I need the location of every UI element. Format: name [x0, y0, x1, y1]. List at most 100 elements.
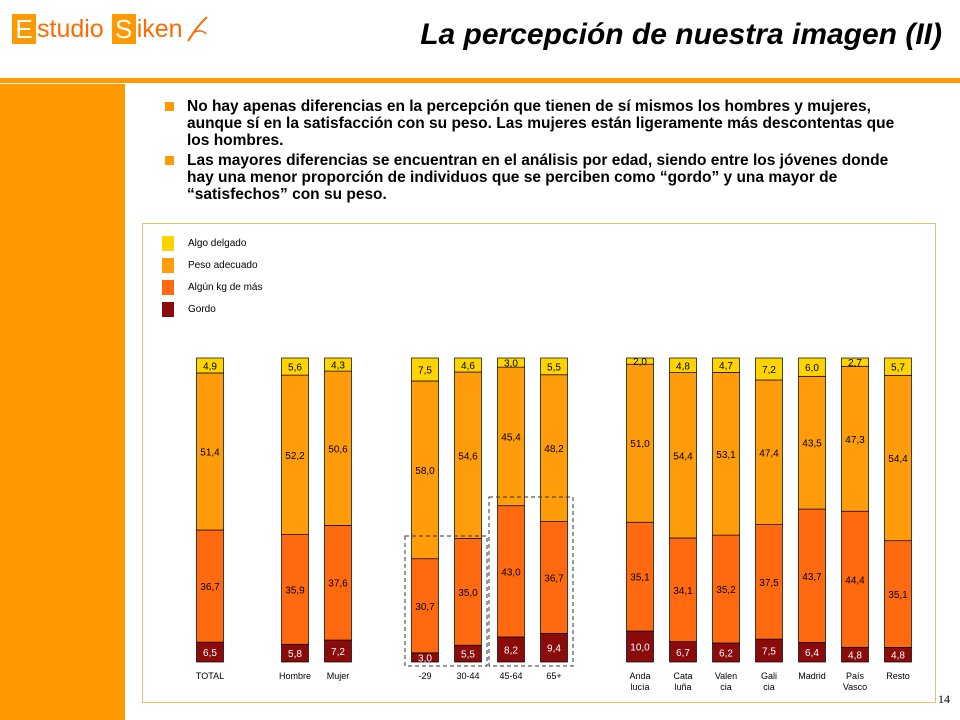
bar-segment-algun-kg: [712, 534, 740, 644]
category-label: 65+: [546, 671, 561, 681]
bar-segment-algo-delgado: [841, 357, 869, 367]
bar-value-label: 35,2: [716, 585, 736, 596]
bar-value-label: 5,5: [547, 362, 561, 373]
bar-segment-algo-delgado: [497, 357, 525, 368]
category-label: Madrid: [798, 671, 826, 681]
logo-swoosh-icon: [186, 16, 208, 42]
bar-segment-algun-kg: [196, 529, 224, 643]
category-label: luña: [674, 682, 691, 692]
bar-value-label: 5,7: [891, 363, 905, 374]
bar-value-label: 6,2: [719, 649, 733, 660]
bar-value-label: 9,4: [547, 644, 561, 655]
legend-item-peso-adecuado: Peso adecuado: [162, 254, 263, 276]
bar-value-label: 58,0: [415, 466, 435, 477]
estudio-siken-logo: E studio S iken: [12, 12, 211, 46]
bar-value-label: 54,6: [458, 451, 478, 462]
bar-segment-peso-adecuado: [798, 375, 826, 510]
bullet-text: No hay apenas diferencias en la percepci…: [187, 98, 895, 149]
legend-swatch: [162, 301, 174, 317]
bar-value-label: 36,7: [544, 573, 564, 584]
bar-value-label: 6,5: [203, 648, 217, 659]
legend-swatch: [162, 257, 174, 273]
category-label: Anda: [629, 671, 650, 681]
bar-value-label: 3,0: [504, 359, 518, 370]
bar-segment-algun-kg: [411, 558, 439, 654]
bullet-item: No hay apenas diferencias en la percepci…: [165, 98, 905, 149]
bar-value-label: 4,7: [719, 361, 733, 372]
category-label: 30-44: [456, 671, 479, 681]
bar-value-label: 51,0: [630, 439, 650, 450]
chart-legend: Algo delgado Peso adecuado Algún kg de m…: [162, 232, 263, 320]
bar-value-label: 4,8: [676, 361, 690, 372]
bar-segment-peso-adecuado: [497, 366, 525, 507]
bar-value-label: 5,8: [288, 649, 302, 660]
bar-value-label: 2,0: [633, 357, 647, 368]
bar-value-label: 4,6: [461, 361, 475, 372]
bar-segment-peso-adecuado: [841, 365, 869, 512]
bar-segment-algun-kg: [324, 525, 352, 641]
bar-segment-algo-delgado: [798, 357, 826, 377]
page-title: La percepción de nuestra imagen (II): [420, 18, 942, 51]
bar-value-label: 35,1: [630, 573, 650, 584]
legend-item-algun-kg: Algún kg de más: [162, 276, 263, 298]
bar-value-label: 10,0: [630, 643, 650, 654]
legend-item-gordo: Gordo: [162, 298, 263, 320]
bar-segment-algun-kg: [755, 524, 783, 640]
legend-label: Algún kg de más: [188, 281, 263, 293]
bar-value-label: 51,4: [200, 447, 220, 458]
bar-value-label: 7,2: [331, 647, 345, 658]
logo-word-iken: iken: [136, 14, 183, 43]
logo-letter-e: E: [12, 14, 36, 44]
bar-segment-peso-adecuado: [669, 372, 697, 539]
category-label: País: [846, 671, 865, 681]
bar-value-label: 36,7: [200, 582, 220, 593]
bar-value-label: 6,0: [805, 363, 819, 374]
bar-segment-peso-adecuado: [626, 363, 654, 523]
bar-segment-algun-kg: [540, 521, 568, 634]
category-label: 45-64: [499, 671, 522, 681]
category-label: Cata: [673, 671, 692, 681]
bar-value-label: 6,7: [676, 648, 690, 659]
bar-value-label: 37,5: [759, 578, 779, 589]
bar-segment-algun-kg: [884, 540, 912, 648]
bar-value-label: 37,6: [328, 579, 348, 590]
bar-segment-peso-adecuado: [196, 372, 224, 531]
bar-value-label: 53,1: [716, 450, 736, 461]
category-label: cia: [763, 682, 775, 692]
legend-swatch: [162, 279, 174, 295]
bar-value-label: 47,4: [759, 448, 779, 459]
bar-value-label: 5,5: [461, 650, 475, 661]
bar-value-label: 35,9: [285, 585, 305, 596]
bar-segment-algo-delgado: [454, 357, 482, 373]
bar-value-label: 54,4: [888, 454, 908, 465]
bullet-list: No hay apenas diferencias en la percepci…: [165, 98, 905, 206]
bullet-square-icon: [165, 156, 174, 165]
bar-value-label: 7,5: [762, 647, 776, 658]
bar-value-label: 50,6: [328, 444, 348, 455]
bar-value-label: 43,5: [802, 439, 822, 450]
bar-value-label: 5,6: [288, 363, 302, 374]
category-label: Valen: [715, 671, 737, 681]
legend-label: Peso adecuado: [188, 259, 258, 271]
bullet-text: Las mayores diferencias se encuentran en…: [187, 152, 889, 203]
bar-value-label: 45,4: [501, 432, 521, 443]
highlight-box-under-29: [404, 535, 488, 667]
bullet-item: Las mayores diferencias se encuentran en…: [165, 152, 905, 203]
bar-segment-peso-adecuado: [454, 371, 482, 539]
bar-value-label: 4,3: [331, 361, 345, 372]
bullet-square-icon: [165, 102, 174, 111]
category-label: Hombre: [279, 671, 311, 681]
bar-value-label: 3,0: [418, 653, 432, 664]
logo-letter-s: S: [111, 14, 136, 44]
bar-segment-gordo: [540, 633, 568, 663]
bar-value-label: 7,5: [418, 365, 432, 376]
bar-value-label: 43,7: [802, 572, 822, 583]
bar-value-label: 52,2: [285, 451, 305, 462]
bar-value-label: 48,2: [544, 444, 564, 455]
bar-segment-algun-kg: [497, 505, 525, 638]
bar-segment-algo-delgado: [281, 357, 309, 376]
bar-value-label: 4,8: [848, 651, 862, 662]
bar-value-label: 7,2: [762, 365, 776, 376]
bar-segment-algo-delgado: [626, 357, 654, 365]
